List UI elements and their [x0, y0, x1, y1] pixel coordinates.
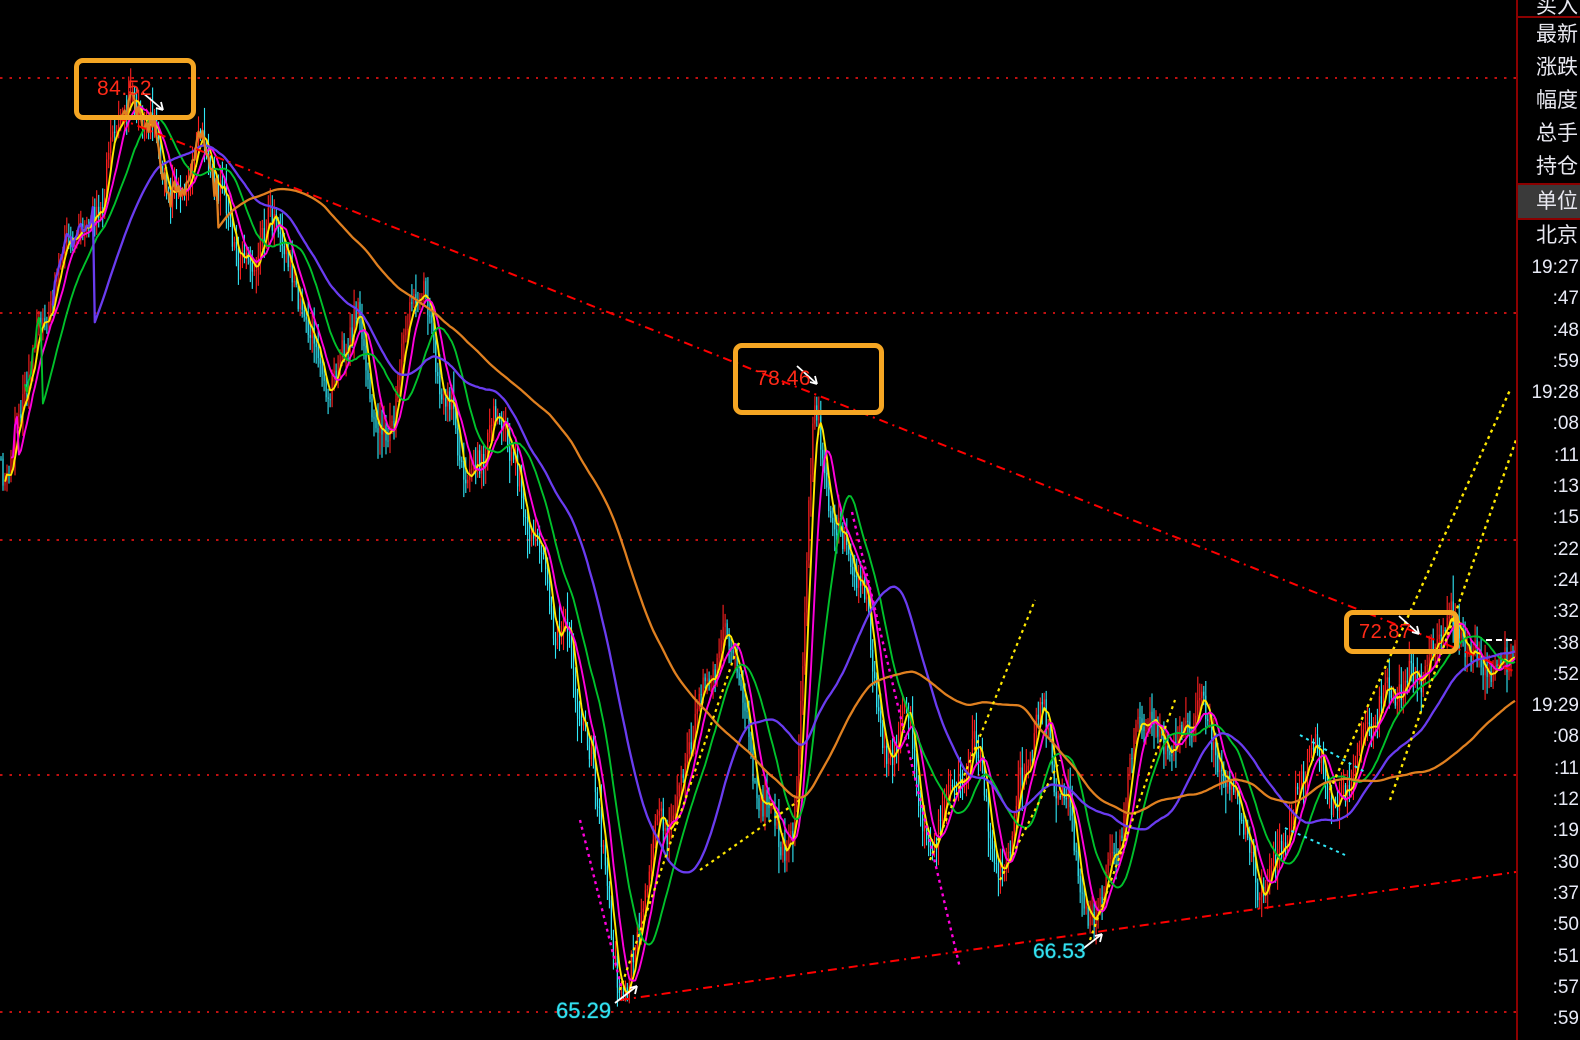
sidebar-field-openinterest[interactable]: 持仓: [1536, 155, 1578, 178]
candlestick-layer: [0, 68, 1516, 1007]
tick-time-item[interactable]: :47: [1552, 288, 1579, 310]
annotation-price-72: 72.87: [1359, 620, 1412, 643]
quote-sidebar[interactable]: 买入 最新 涨跌 幅度 总手 持仓 单位 北京 19:27:47:48:59 19…: [1516, 0, 1580, 1040]
annotation-low-66: 66.53: [1033, 940, 1086, 963]
sidebar-field-latest[interactable]: 最新: [1536, 23, 1578, 46]
trendline-descending-resistance[interactable]: [117, 117, 1516, 673]
tick-time-item[interactable]: :12: [1552, 789, 1579, 811]
tick-time-item[interactable]: :19: [1552, 820, 1579, 842]
tick-time-item[interactable]: :22: [1552, 538, 1579, 560]
tick-time-item[interactable]: :59: [1552, 350, 1579, 372]
chart-svg: [0, 68, 1516, 1013]
trendline-magenta-wedge[interactable]: [578, 511, 962, 991]
gridlines: [0, 77, 1516, 1013]
sidebar-divider-below-unit: [1518, 218, 1580, 220]
annotation-price-84: 84.52: [97, 77, 153, 100]
tick-time-item[interactable]: :30: [1552, 851, 1579, 873]
price-chart-canvas[interactable]: 84.52 78.46 72.87 65.29 66.53: [0, 0, 1516, 1040]
tick-time-item[interactable]: :08: [1552, 726, 1579, 748]
tick-time-item[interactable]: :59: [1552, 1008, 1579, 1030]
tick-time-item[interactable]: :32: [1552, 601, 1579, 623]
sidebar-divider-top: [1518, 16, 1580, 18]
tick-time-item[interactable]: 19:28: [1531, 382, 1579, 404]
sidebar-divider-above-unit: [1518, 183, 1580, 185]
sidebar-unit-row[interactable]: 单位: [1518, 185, 1580, 218]
trendline-cyan-wedge[interactable]: [1284, 734, 1366, 856]
annotation-box-high-84[interactable]: 84.52: [74, 58, 196, 120]
tick-time-list[interactable]: 19:27 :47 :48 :59 19:28 :08 :11 :13 :15 :22 :24 :32…: [1518, 252, 1580, 1040]
tick-time-item[interactable]: :15: [1552, 507, 1579, 529]
tick-time-item[interactable]: 19:30: [1518, 1034, 1580, 1040]
callout-arrows: [142, 92, 1420, 1004]
annotation-price-78: 78.46: [756, 367, 812, 390]
annotation-box-latest-72[interactable]: 72.87: [1344, 610, 1459, 654]
moving-average-layer: [4, 91, 1516, 994]
tick-time-item[interactable]: :11: [1553, 757, 1579, 779]
tick-time-item[interactable]: :50: [1552, 914, 1579, 936]
tick-time-item[interactable]: 19:27: [1531, 257, 1579, 278]
sidebar-header-buy: 买入: [1536, 0, 1578, 16]
tick-time-item[interactable]: :52: [1552, 663, 1579, 685]
tick-time-item[interactable]: :13: [1552, 476, 1579, 498]
tick-time-item[interactable]: :48: [1552, 319, 1579, 341]
annotation-low-65: 65.29: [556, 998, 612, 1023]
tick-time-item[interactable]: :11: [1553, 444, 1579, 466]
tick-time-item[interactable]: :37: [1552, 882, 1579, 904]
tick-time-item[interactable]: 19:29: [1531, 695, 1579, 717]
tick-time-item[interactable]: :51: [1552, 945, 1579, 967]
sidebar-field-change[interactable]: 涨跌: [1536, 56, 1578, 79]
trendline-yellow-channel[interactable]: [618, 389, 1516, 991]
sidebar-field-volume[interactable]: 总手: [1536, 122, 1578, 145]
trendline-ascending-support[interactable]: [619, 871, 1516, 1001]
tick-time-item[interactable]: :38: [1552, 632, 1579, 654]
annotation-box-high-78[interactable]: 78.46: [733, 343, 884, 415]
sidebar-city-label: 北京: [1536, 224, 1578, 247]
sidebar-field-amplitude[interactable]: 幅度: [1536, 89, 1578, 112]
tick-time-item[interactable]: :57: [1552, 976, 1579, 998]
tick-time-item[interactable]: :24: [1552, 569, 1579, 591]
tick-time-item[interactable]: :08: [1552, 413, 1579, 435]
